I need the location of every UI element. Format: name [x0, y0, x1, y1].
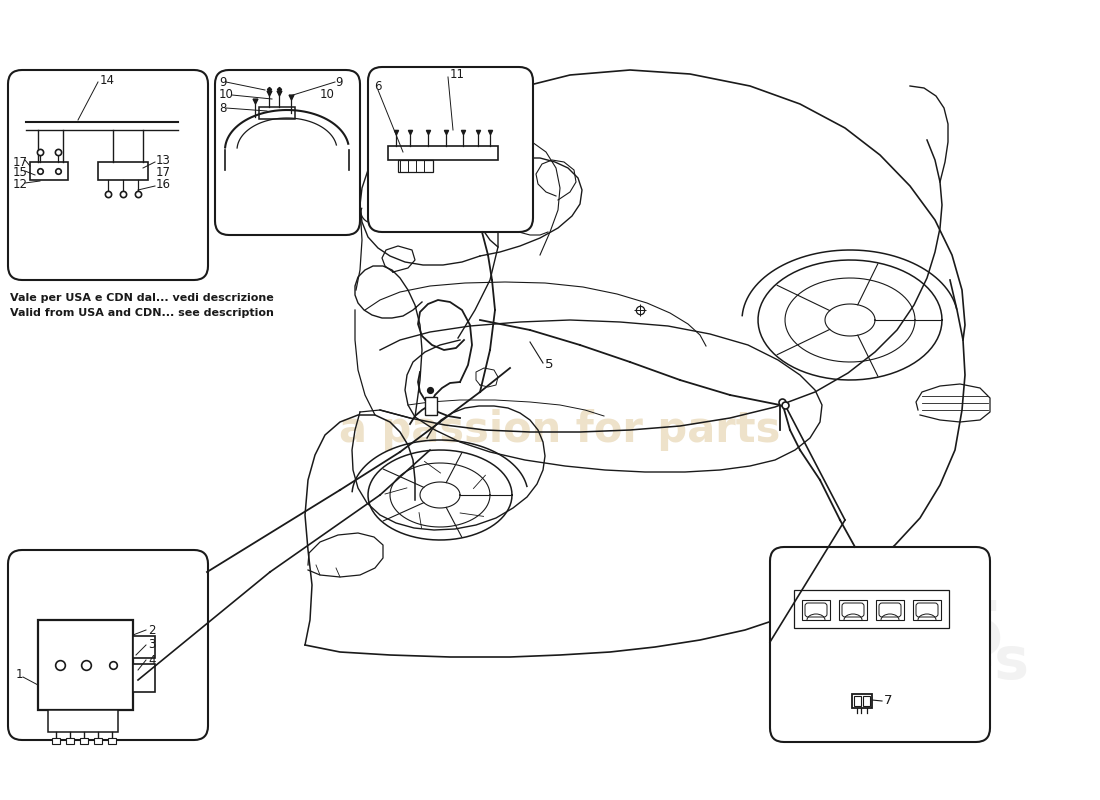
- Bar: [876, 600, 904, 620]
- FancyBboxPatch shape: [368, 67, 534, 232]
- Text: 17: 17: [13, 155, 28, 169]
- Bar: [98, 162, 148, 180]
- Bar: [80, 738, 88, 744]
- Text: 1985: 1985: [794, 598, 1006, 672]
- Bar: [913, 600, 940, 620]
- Text: Valid from USA and CDN... see description: Valid from USA and CDN... see descriptio…: [10, 308, 274, 318]
- Text: 4: 4: [148, 654, 155, 666]
- Text: 17: 17: [156, 166, 170, 178]
- Text: 12: 12: [13, 178, 28, 191]
- Bar: [48, 710, 118, 732]
- Text: 1: 1: [16, 669, 23, 682]
- FancyBboxPatch shape: [214, 70, 360, 235]
- Bar: [794, 590, 949, 628]
- Bar: [39, 620, 133, 710]
- Bar: [854, 696, 861, 706]
- Text: 5: 5: [544, 358, 553, 371]
- FancyBboxPatch shape: [8, 70, 208, 280]
- Text: 7: 7: [884, 694, 892, 706]
- Bar: [52, 738, 60, 744]
- Text: 3: 3: [148, 638, 155, 651]
- FancyBboxPatch shape: [8, 550, 208, 740]
- Text: 15: 15: [13, 166, 28, 179]
- Bar: [66, 738, 74, 744]
- Text: a passion for parts: a passion for parts: [339, 409, 781, 451]
- Text: 11: 11: [450, 67, 465, 81]
- Bar: [30, 162, 68, 180]
- Bar: [852, 694, 872, 708]
- Bar: [839, 600, 867, 620]
- Bar: [133, 664, 155, 692]
- Bar: [94, 738, 102, 744]
- Text: ces: ces: [921, 634, 1030, 690]
- Text: 16: 16: [156, 178, 170, 190]
- Text: 8: 8: [219, 102, 227, 114]
- Text: 14: 14: [100, 74, 116, 86]
- Text: Vale per USA e CDN dal... vedi descrizione: Vale per USA e CDN dal... vedi descrizio…: [10, 293, 274, 303]
- Bar: [133, 636, 155, 658]
- Text: 9: 9: [219, 75, 227, 89]
- Text: 9: 9: [336, 75, 343, 89]
- Text: 6: 6: [374, 81, 382, 94]
- Bar: [258, 107, 295, 119]
- Text: 13: 13: [156, 154, 170, 166]
- FancyBboxPatch shape: [770, 547, 990, 742]
- Bar: [425, 397, 437, 415]
- Text: 2: 2: [148, 623, 155, 637]
- Bar: [388, 146, 498, 160]
- Bar: [398, 160, 433, 172]
- Bar: [802, 600, 830, 620]
- Bar: [864, 696, 870, 706]
- Bar: [108, 738, 115, 744]
- Text: 10: 10: [219, 89, 234, 102]
- Text: 10: 10: [320, 89, 336, 102]
